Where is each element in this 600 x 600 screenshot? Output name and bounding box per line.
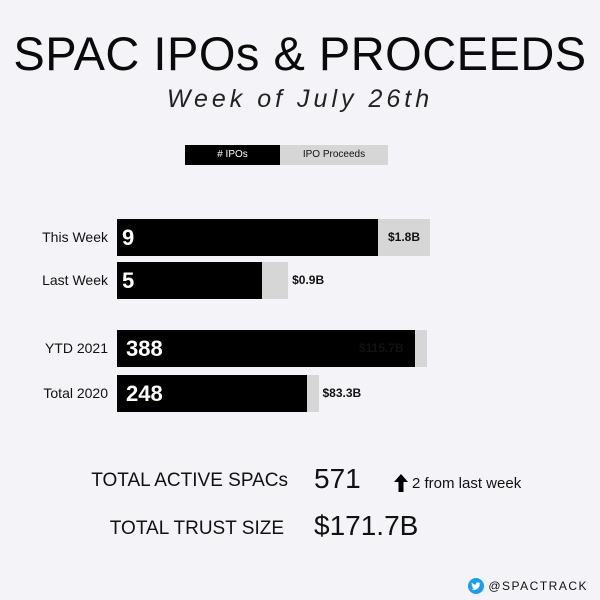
page-subtitle: Week of July 26th [166, 85, 434, 113]
ipo-bar [117, 219, 378, 256]
active-spacs-value: 571 [314, 463, 361, 494]
ipo-bar [117, 262, 262, 299]
proceeds-value-label: $0.9B [292, 273, 325, 287]
twitter-bird-icon [468, 578, 485, 594]
page-title: SPAC IPOs & PROCEEDS [13, 27, 587, 80]
row-label: This Week [42, 229, 108, 245]
ipo-value-label: 9 [122, 225, 135, 250]
ipo-bar [117, 375, 308, 412]
twitter-handle-text: @SPACTRACK [488, 579, 588, 593]
legend-proceeds: IPO Proceeds [280, 145, 388, 165]
row-label: Total 2020 [43, 385, 108, 401]
proceeds-value-label: $83.3B [322, 386, 362, 400]
chart-legend: # IPOs IPO Proceeds [185, 145, 388, 165]
ipo-value-label: 388 [126, 336, 163, 361]
ipo-value-label: 248 [126, 381, 163, 406]
active-spacs-change: 2 from last week [394, 474, 521, 492]
proceeds-value-label: $115.7B [359, 341, 404, 355]
ipo-bar [117, 330, 415, 367]
trust-size-value: $171.7B [314, 510, 419, 541]
proceeds-value-label: $1.8B [388, 230, 421, 244]
ipo-value-label: 5 [122, 268, 135, 293]
twitter-handle[interactable]: @SPACTRACK [468, 578, 588, 594]
active-spacs-label: TOTAL ACTIVE SPACs [91, 470, 288, 491]
row-label: YTD 2021 [44, 340, 108, 356]
row-label: Last Week [42, 272, 108, 288]
arrow-up-icon [394, 474, 408, 492]
active-spacs-change-text: 2 from last week [412, 474, 522, 492]
trust-size-label: TOTAL TRUST SIZE [109, 518, 284, 539]
legend-ipos: # IPOs [185, 145, 280, 165]
